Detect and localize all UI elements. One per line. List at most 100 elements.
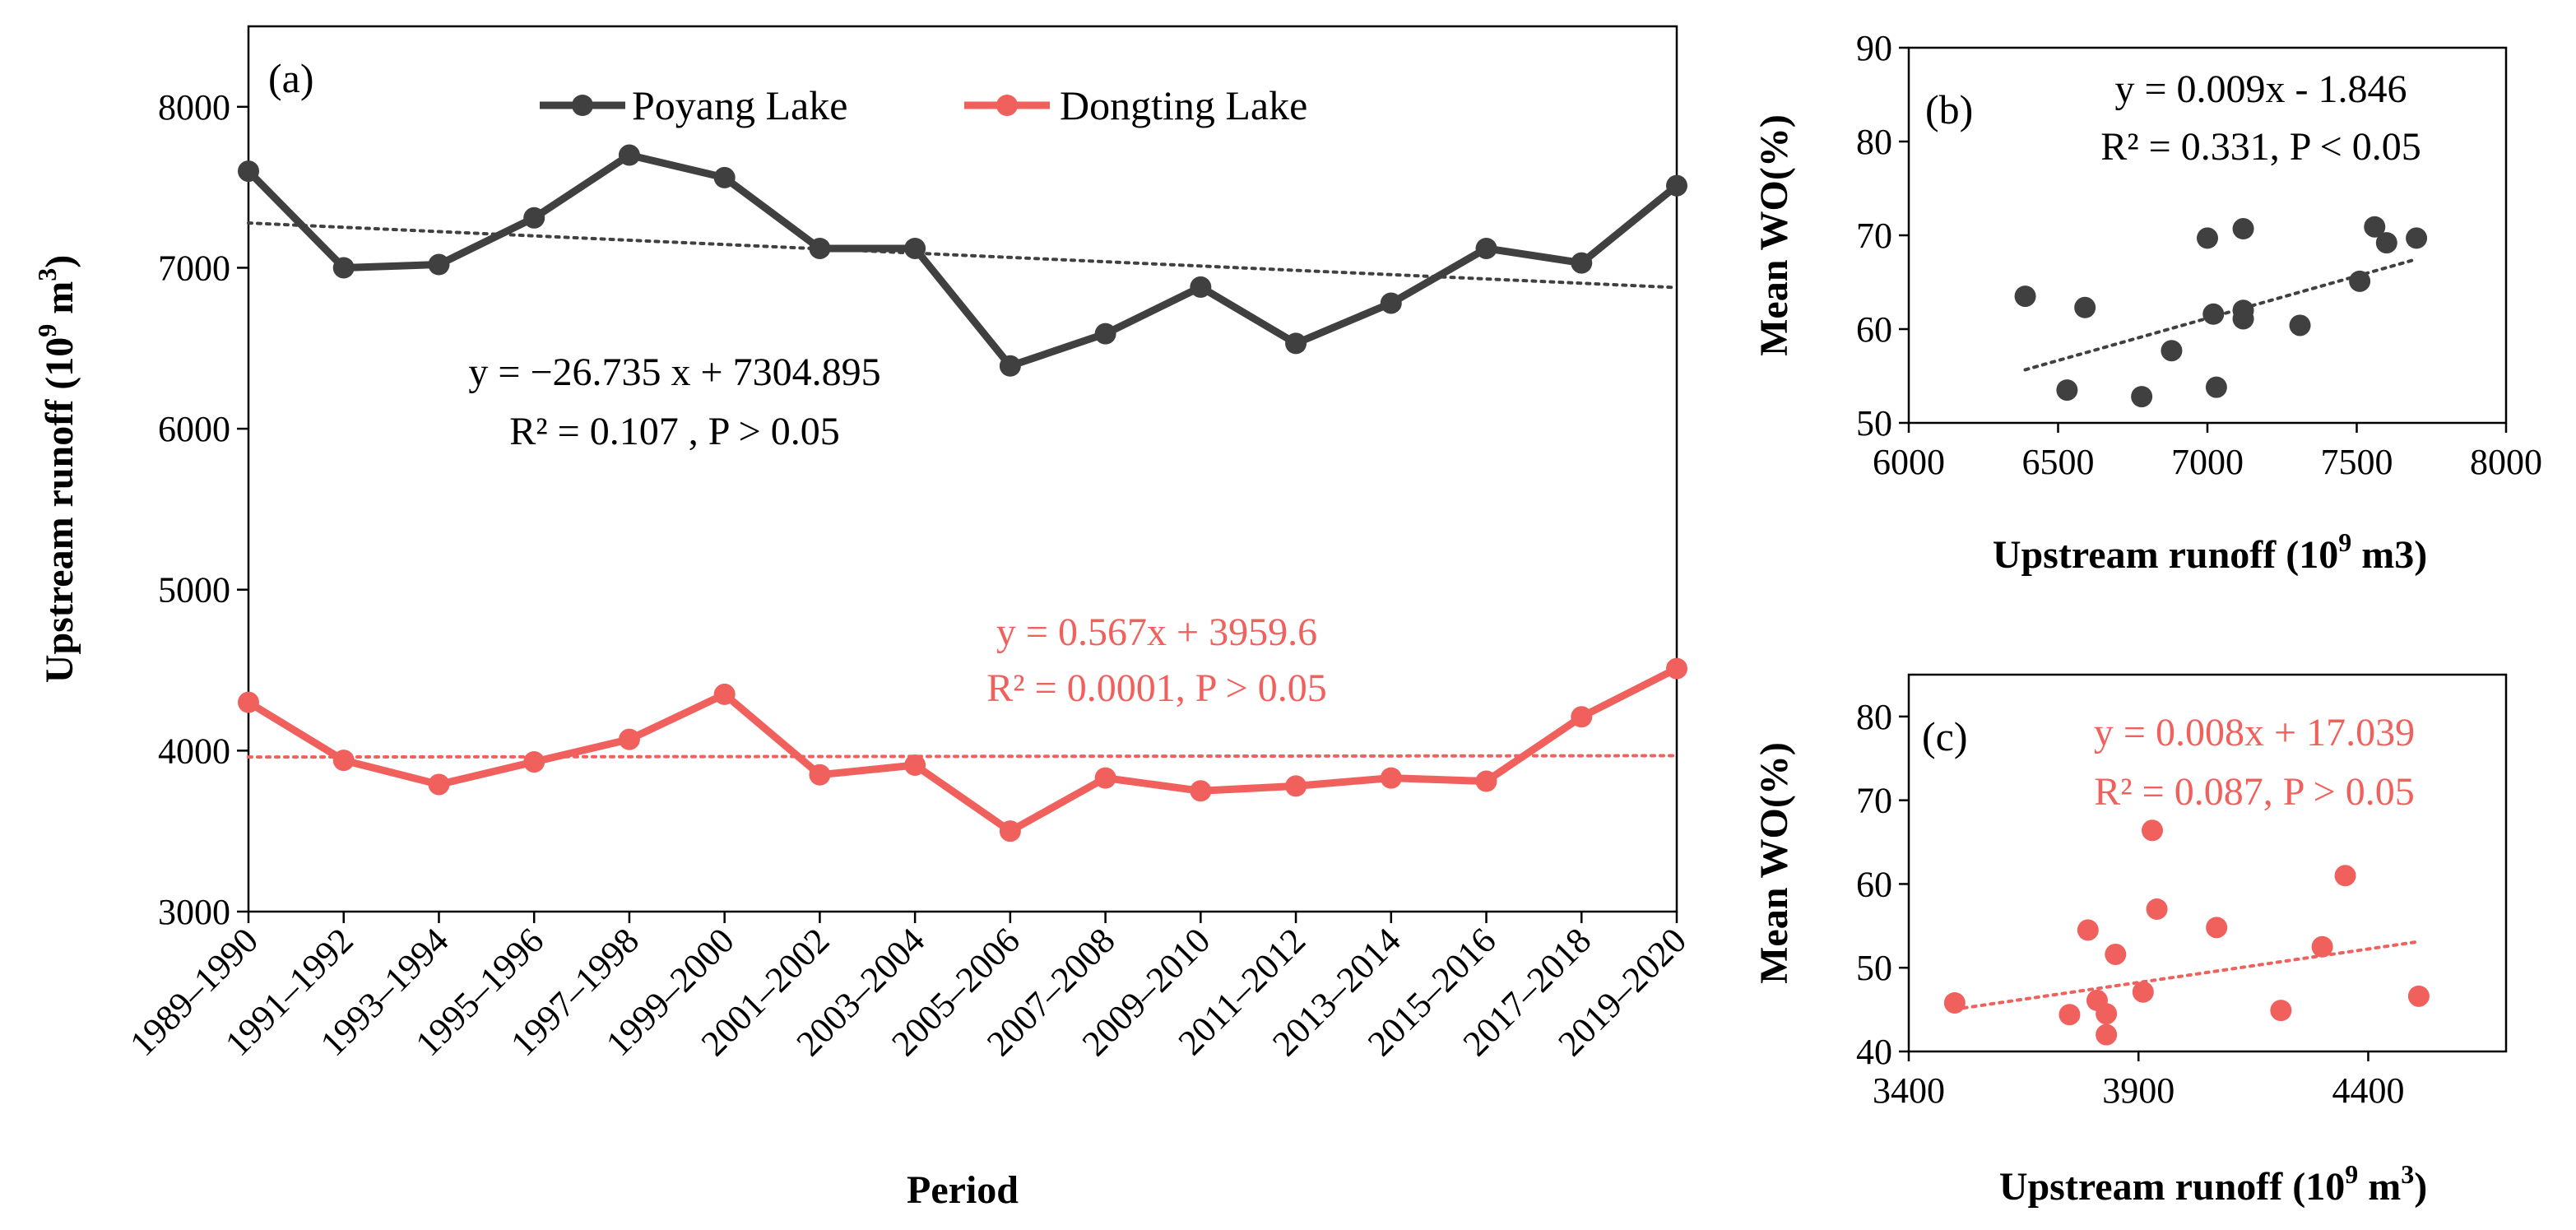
x-tick-label: 7000	[2171, 442, 2244, 482]
data-point-dongting-lake	[1094, 767, 1116, 789]
scatter-point	[2146, 898, 2168, 920]
scatter-point	[2096, 1023, 2118, 1046]
y-tick-label: 40	[1856, 1032, 1892, 1072]
scatter-point	[2105, 943, 2127, 965]
trendline-poyang-lake	[247, 221, 1678, 290]
scatter-point	[2205, 376, 2227, 398]
data-point-dongting-lake	[523, 751, 545, 773]
panel-b-x-tick-labels: 6000 6500 7000 7500 8000	[1873, 423, 2542, 482]
poyang-trend-equation: y = −26.735 x + 7304.895	[468, 350, 880, 394]
y-tick-label: 8000	[158, 87, 230, 128]
panel-c-x-axis-label: Upstream runoff (109 m3)	[1999, 1159, 2427, 1209]
panel-c-equation: y = 0.008x + 17.039	[2094, 711, 2415, 754]
data-point-dongting-lake	[618, 728, 640, 750]
panel-b-points	[2014, 216, 2428, 408]
scatter-point	[2270, 1000, 2292, 1022]
panel-b-scatter: 50 60 70 80 90 6000 6500 7000 7500 8000 (b) y = …	[1752, 28, 2542, 577]
scatter-point	[2406, 227, 2428, 249]
x-tick-label: 6500	[2022, 442, 2095, 482]
data-point-dongting-lake	[809, 764, 831, 786]
data-point-dongting-lake	[999, 820, 1021, 842]
data-point-poyang-lake	[1475, 237, 1497, 259]
y-tick-label: 50	[1856, 948, 1892, 988]
scatter-point	[2096, 1003, 2118, 1025]
data-point-poyang-lake	[428, 253, 450, 276]
scatter-point	[2074, 296, 2096, 318]
data-point-dongting-lake	[238, 691, 259, 713]
panel-c-y-tick-labels: 40 50 60 70 80	[1856, 697, 1909, 1072]
panel-a-x-tick-labels: 1989–19901991–19921993–19941995–19961997…	[122, 912, 1694, 1064]
data-point-poyang-lake	[523, 207, 545, 229]
legend-poyang-marker	[572, 95, 593, 116]
data-point-poyang-lake	[904, 237, 926, 259]
data-point-dongting-lake	[713, 683, 736, 705]
legend-dongting-marker	[996, 95, 1018, 116]
y-tick-label: 7000	[158, 248, 230, 288]
scatter-point	[2077, 919, 2099, 941]
series-line-poyang-lake	[245, 151, 1679, 370]
scatter-point	[2289, 314, 2311, 337]
panel-c-label: (c)	[1922, 713, 1968, 759]
scatter-point	[2311, 935, 2333, 958]
data-point-poyang-lake	[1380, 292, 1402, 314]
panel-a-frame	[247, 25, 1678, 913]
panel-a-y-tick-labels: 3000 4000 5000 6000 7000 8000	[158, 87, 248, 932]
data-point-poyang-lake	[238, 160, 259, 183]
panel-a-series	[238, 144, 1687, 842]
panel-a-line-chart: 3000 4000 5000 6000 7000 8000 1989–19901991–1…	[32, 25, 1694, 1212]
data-point-poyang-lake	[809, 237, 831, 259]
panel-b-y-axis-label: Mean WO(%)	[1752, 114, 1796, 356]
panel-a-trendlines	[247, 221, 1678, 759]
data-point-dongting-lake	[428, 773, 450, 796]
y-tick-label: 70	[1856, 216, 1892, 256]
data-point-dongting-lake	[332, 750, 355, 772]
scatter-point	[2232, 299, 2254, 322]
x-tick-label: 4400	[2332, 1070, 2404, 1111]
scatter-point	[2197, 227, 2218, 249]
data-point-poyang-lake	[1571, 252, 1593, 274]
y-tick-label: 4000	[158, 731, 230, 771]
y-tick-label: 3000	[158, 892, 230, 932]
data-point-dongting-lake	[1190, 780, 1212, 802]
x-tick-label: 3400	[1873, 1070, 1945, 1111]
panel-c-scatter: 40 50 60 70 80 3400 3900 4400 (c) y = 0.008x +…	[1752, 673, 2508, 1209]
scatter-point	[2232, 218, 2254, 240]
data-point-poyang-lake	[1285, 332, 1307, 355]
scatter-point	[2349, 270, 2371, 292]
data-point-dongting-lake	[904, 754, 926, 776]
data-point-dongting-lake	[1380, 767, 1402, 789]
y-tick-label: 60	[1856, 309, 1892, 350]
data-point-dongting-lake	[1666, 657, 1687, 680]
data-point-poyang-lake	[1666, 174, 1687, 197]
scatter-point	[1943, 991, 1966, 1014]
x-tick-label: 8000	[2470, 442, 2542, 482]
data-point-poyang-lake	[713, 166, 736, 188]
panel-a-label: (a)	[268, 55, 314, 101]
dongting-trend-equation: y = 0.567x + 3959.6	[996, 610, 1317, 654]
y-tick-label: 90	[1856, 28, 1892, 68]
dongting-trend-stats: R² = 0.0001, P > 0.05	[986, 666, 1326, 710]
series-line-dongting-lake	[246, 665, 1679, 835]
panel-c-points	[1943, 819, 2430, 1046]
data-point-poyang-lake	[332, 257, 355, 279]
scatter-point	[2407, 985, 2430, 1007]
scatter-point	[2014, 285, 2036, 308]
panel-c-trendline	[1952, 940, 2421, 1011]
data-point-poyang-lake	[1094, 323, 1116, 345]
scatter-point	[2141, 819, 2163, 842]
scatter-point	[2161, 340, 2183, 362]
scatter-point	[2131, 386, 2153, 408]
panel-a-y-axis-label: Upstream runoff (109 m3)	[32, 255, 81, 683]
y-tick-label: 50	[1856, 403, 1892, 443]
poyang-trend-stats: R² = 0.107 , P > 0.05	[509, 410, 839, 453]
scatter-point	[2056, 379, 2078, 401]
data-point-dongting-lake	[1475, 770, 1497, 792]
scatter-point	[2206, 917, 2228, 939]
panel-c-stats: R² = 0.087, P > 0.05	[2094, 770, 2414, 814]
scatter-point	[2202, 303, 2225, 325]
y-tick-label: 80	[1856, 697, 1892, 737]
data-point-dongting-lake	[1285, 775, 1307, 797]
y-tick-label: 80	[1856, 122, 1892, 162]
x-tick-label: 7500	[2321, 442, 2393, 482]
